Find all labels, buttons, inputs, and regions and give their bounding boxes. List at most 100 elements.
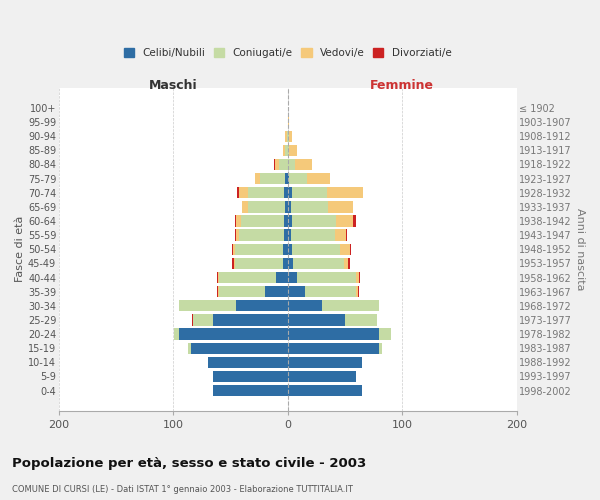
Bar (349, 258, 350, 269)
Bar (288, 258, 293, 269)
Bar (275, 159, 278, 170)
Bar (179, 328, 288, 340)
Bar (344, 258, 349, 269)
Bar (286, 130, 287, 142)
Bar (235, 216, 236, 226)
Bar (288, 216, 292, 226)
Bar (239, 230, 284, 241)
Bar (232, 244, 233, 255)
Bar (283, 258, 288, 269)
Bar (286, 144, 288, 156)
Bar (217, 286, 218, 298)
Text: Maschi: Maschi (149, 80, 197, 92)
Bar (289, 130, 292, 142)
Bar (236, 300, 288, 312)
Bar (288, 130, 289, 142)
Bar (288, 116, 289, 128)
Bar (356, 286, 358, 298)
Bar (214, 314, 288, 326)
Bar (283, 144, 286, 156)
Bar (218, 286, 219, 298)
Bar (336, 216, 353, 226)
Bar (193, 314, 214, 326)
Bar (288, 356, 362, 368)
Bar (340, 244, 350, 255)
Bar (322, 300, 379, 312)
Bar (232, 258, 234, 269)
Bar (233, 244, 235, 255)
Bar (358, 286, 359, 298)
Bar (208, 356, 288, 368)
Bar (218, 272, 219, 283)
Bar (307, 173, 330, 184)
Bar (335, 230, 346, 241)
Bar (175, 328, 179, 340)
Bar (288, 272, 297, 283)
Bar (359, 272, 360, 283)
Bar (379, 342, 382, 354)
Bar (288, 371, 356, 382)
Bar (284, 230, 288, 241)
Bar (248, 187, 284, 198)
Bar (288, 144, 289, 156)
Bar (214, 371, 288, 382)
Bar (235, 244, 283, 255)
Bar (305, 286, 356, 298)
Bar (328, 201, 353, 212)
Bar (293, 258, 344, 269)
Bar (346, 230, 347, 241)
Bar (265, 286, 288, 298)
Bar (179, 300, 236, 312)
Bar (288, 286, 305, 298)
Bar (345, 314, 377, 326)
Bar (288, 328, 379, 340)
Bar (289, 144, 297, 156)
Bar (214, 385, 288, 396)
Bar (234, 258, 235, 269)
Bar (288, 173, 289, 184)
Bar (353, 216, 356, 226)
Bar (284, 216, 288, 226)
Text: COMUNE DI CURSI (LE) - Dati ISTAT 1° gennaio 2003 - Elaborazione TUTTITALIA.IT: COMUNE DI CURSI (LE) - Dati ISTAT 1° gen… (12, 485, 353, 494)
Bar (283, 244, 288, 255)
Bar (219, 286, 265, 298)
Bar (241, 216, 284, 226)
Bar (219, 272, 277, 283)
Bar (379, 328, 391, 340)
Bar (274, 159, 275, 170)
Bar (292, 244, 340, 255)
Bar (288, 244, 292, 255)
Bar (284, 187, 288, 198)
Bar (236, 230, 239, 241)
Bar (188, 342, 191, 354)
Bar (289, 173, 307, 184)
Bar (326, 187, 363, 198)
Bar (288, 342, 379, 354)
Bar (292, 187, 326, 198)
Bar (217, 272, 218, 283)
Bar (191, 314, 193, 326)
Bar (287, 130, 288, 142)
Bar (248, 201, 286, 212)
Bar (286, 173, 288, 184)
Bar (235, 230, 236, 241)
Y-axis label: Fasce di età: Fasce di età (15, 216, 25, 282)
Bar (239, 187, 248, 198)
Bar (254, 173, 260, 184)
Bar (288, 385, 362, 396)
Bar (242, 201, 248, 212)
Bar (238, 187, 239, 198)
Bar (291, 230, 335, 241)
Bar (288, 159, 295, 170)
Text: Popolazione per età, sesso e stato civile - 2003: Popolazione per età, sesso e stato civil… (12, 458, 366, 470)
Legend: Celibi/Nubili, Coniugati/e, Vedovi/e, Divorziati/e: Celibi/Nubili, Coniugati/e, Vedovi/e, Di… (120, 44, 455, 62)
Bar (286, 201, 288, 212)
Text: Femmine: Femmine (370, 80, 434, 92)
Bar (288, 230, 291, 241)
Bar (288, 300, 322, 312)
Bar (191, 342, 288, 354)
Bar (295, 159, 312, 170)
Bar (288, 187, 292, 198)
Y-axis label: Anni di nascita: Anni di nascita (575, 208, 585, 290)
Bar (235, 258, 283, 269)
